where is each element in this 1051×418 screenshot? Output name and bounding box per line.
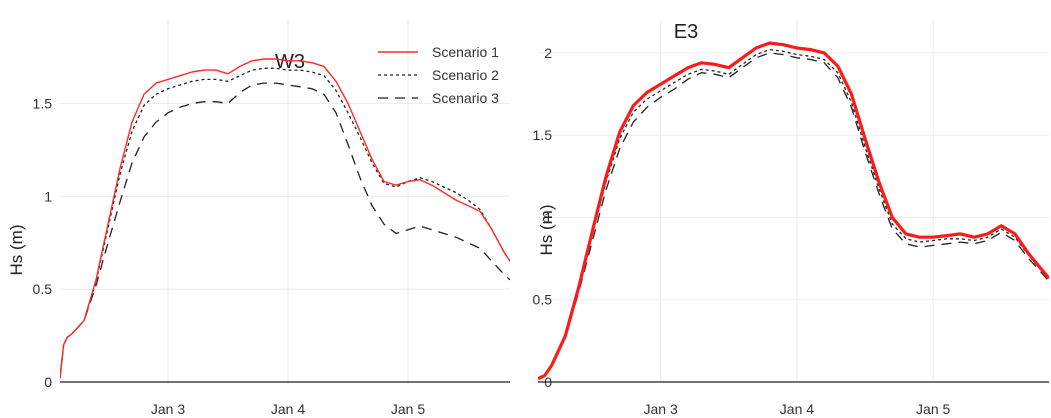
panel-e3: 0 0.5 1 1.5 2 Jan 3 Jan 4 Jan 5 E3 Hs (m) <box>533 20 1049 417</box>
chart-title: W3 <box>275 51 305 73</box>
series-line-scenario-1 <box>60 58 510 379</box>
legend-label: Scenario 1 <box>432 44 499 60</box>
y-tick-label: 0 <box>44 374 52 390</box>
series-line-scenario-1 <box>538 41 1049 381</box>
y-tick-label: 0 <box>544 374 552 390</box>
y-tick-label: 1.5 <box>33 96 53 112</box>
x-tick-label: Jan 5 <box>916 401 950 417</box>
y-axis-label: Hs (m) <box>537 205 556 256</box>
x-tick-label: Jan 5 <box>391 401 425 417</box>
y-tick-label: 1 <box>44 188 52 204</box>
chart-title: E3 <box>674 21 698 43</box>
series-line-scenario-2 <box>60 67 510 379</box>
legend-label: Scenario 3 <box>432 90 499 106</box>
y-tick-label: 0.5 <box>533 292 553 308</box>
legend-label: Scenario 2 <box>432 67 499 83</box>
legend: Scenario 1 Scenario 2 Scenario 3 <box>378 44 499 106</box>
y-axis-label: Hs (m) <box>7 225 26 276</box>
y-tick-label: 1 <box>544 209 552 225</box>
series-line-scenario-3 <box>60 82 510 379</box>
x-tick-label: Jan 4 <box>780 401 814 417</box>
series-line-scenario-2 <box>538 48 1049 380</box>
y-tick-label: 1.5 <box>533 127 553 143</box>
x-tick-label: Jan 3 <box>151 401 185 417</box>
x-tick-label: Jan 3 <box>644 401 678 417</box>
series-line-scenario-3 <box>538 52 1049 380</box>
y-tick-label: 2 <box>544 45 552 61</box>
y-tick-label: 0.5 <box>33 281 53 297</box>
panel-w3: 0 0.5 1 1.5 Jan 3 Jan 4 Jan 5 W3 Hs (m) Scenario … <box>7 20 510 417</box>
x-tick-label: Jan 4 <box>271 401 305 417</box>
